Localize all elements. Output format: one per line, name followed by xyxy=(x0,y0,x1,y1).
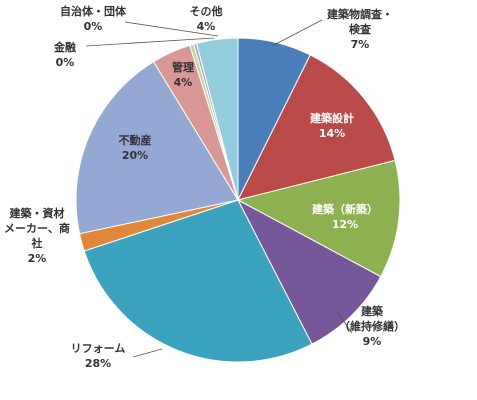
slice-label-0: 建築物調査・検査 7% xyxy=(327,7,393,51)
slice-labels: 建築物調査・検査 7% 建築設計 14% 建築（新築） 12% 建築（維持修繕） 9% リフォー… xyxy=(4,4,405,370)
pie-slice-2 xyxy=(236,159,401,278)
leader-line-4 xyxy=(132,348,163,358)
leader-line-8 xyxy=(85,37,215,47)
slice-label-1: 建築設計 14% xyxy=(310,111,354,140)
pie-slice-1 xyxy=(237,54,396,201)
leader-line-3 xyxy=(337,312,353,334)
slice-label-8: 金融 0% xyxy=(53,40,76,69)
pie-slices xyxy=(75,37,401,363)
slice-label-4: リフォーム 28% xyxy=(71,342,126,370)
pie-slice-4 xyxy=(83,199,313,363)
leader-line-9 xyxy=(124,21,219,37)
slice-label-6: 不動産 20% xyxy=(119,133,152,162)
leader-line-0 xyxy=(271,19,323,47)
pie-slice-6 xyxy=(75,61,239,235)
pie-slice-3 xyxy=(236,198,382,345)
pie-slice-10 xyxy=(195,37,239,201)
slice-label-7: 管理 4% xyxy=(172,60,194,89)
leader-lines xyxy=(85,19,353,358)
slice-label-5: 建築・資材メーカー、商社 2% xyxy=(4,206,70,265)
slice-label-3: 建築（維持修繕） 9% xyxy=(339,304,405,348)
slice-label-9: 自治体・団体 0% xyxy=(60,4,127,33)
slice-label-2: 建築（新築） 12% xyxy=(312,202,378,231)
slice-label-10: その他 4% xyxy=(190,4,223,33)
